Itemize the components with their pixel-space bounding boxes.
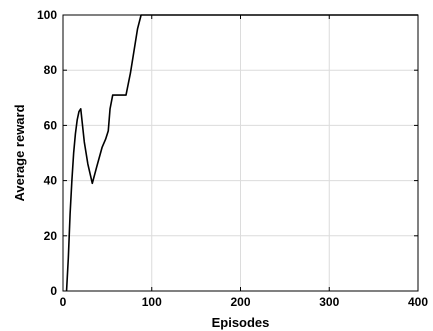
tick-layer (62, 14, 419, 292)
x-tick-label: 200 (230, 295, 250, 309)
x-tick-label: 100 (142, 295, 162, 309)
y-tick-label: 0 (50, 284, 57, 298)
grid-layer (63, 15, 418, 291)
y-tick-label: 80 (44, 63, 58, 77)
tick-label-layer: 0 100 200 300 400 0 20 40 60 80 100 (37, 8, 428, 309)
x-tick-label: 300 (319, 295, 339, 309)
x-tick-label: 0 (60, 295, 67, 309)
y-tick-label: 40 (44, 174, 58, 188)
x-tick-label: 400 (408, 295, 428, 309)
y-axis-title: Average reward (12, 104, 27, 201)
x-axis-title: Episodes (212, 315, 270, 330)
y-tick-label: 100 (37, 8, 57, 22)
y-tick-label: 20 (44, 229, 58, 243)
y-tick-label: 60 (44, 118, 58, 132)
series-line (65, 14, 418, 292)
series-layer (65, 14, 418, 292)
